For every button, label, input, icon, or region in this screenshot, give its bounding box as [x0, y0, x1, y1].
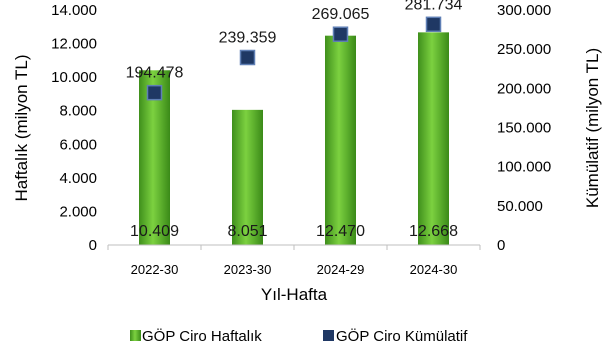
right-axis-ticks: 0 50.000 100.000 150.000 200.000 250.000 300.0…	[497, 2, 551, 254]
marker-point	[332, 26, 349, 42]
y-tick-label: 2.000	[59, 203, 97, 220]
y-tick-label: 4.000	[59, 170, 97, 187]
marker-point	[239, 49, 256, 66]
left-axis-ticks: 0 2.000 4.000 6.000 8.000 10.000 12.000 14.000	[51, 2, 97, 254]
marker-series	[146, 16, 442, 101]
x-tick-label: 2024-30	[410, 262, 458, 277]
y2-tick-label: 0	[497, 237, 505, 254]
bar	[232, 109, 263, 245]
y-tick-label: 12.000	[51, 36, 97, 53]
x-axis-title: Yıl-Hafta	[261, 285, 328, 304]
y-tick-label: 0	[89, 237, 97, 254]
marker-data-label: 269.065	[312, 6, 370, 23]
legend-marker-swatch	[323, 330, 334, 341]
bar	[325, 35, 356, 245]
bar-series	[139, 32, 449, 246]
y2-tick-label: 200.000	[497, 80, 551, 97]
legend-bar-swatch	[130, 330, 141, 341]
marker-data-label: 281.734	[405, 0, 463, 13]
marker-data-labels: 194.478 239.359 269.065 281.734	[126, 0, 463, 82]
bar-data-labels: 10.409 8.051 12.470 12.668	[130, 223, 458, 240]
bar-data-label: 10.409	[130, 223, 179, 240]
y2-tick-label: 150.000	[497, 120, 551, 137]
x-tick-label: 2022-30	[131, 262, 179, 277]
legend-marker-label: GÖP Ciro Kümülatif	[336, 327, 468, 345]
x-tick-label: 2024-29	[317, 262, 365, 277]
y2-tick-label: 300.000	[497, 2, 551, 19]
marker-point	[146, 84, 163, 101]
y2-tick-label: 50.000	[497, 198, 543, 215]
y2-axis-title: Kümülatif (milyon TL)	[583, 48, 602, 208]
y2-tick-label: 100.000	[497, 159, 551, 176]
legend-bar-label: GÖP Ciro Haftalık	[142, 327, 262, 345]
bar-data-label: 8.051	[227, 223, 267, 240]
x-tick-label: 2023-30	[224, 262, 272, 277]
y-tick-label: 10.000	[51, 69, 97, 86]
y-tick-label: 8.000	[59, 103, 97, 120]
bar-data-label: 12.470	[316, 223, 365, 240]
bar	[418, 32, 449, 246]
y-axis-title: Haftalık (milyon TL)	[12, 54, 31, 201]
y-tick-label: 14.000	[51, 2, 97, 19]
marker-data-label: 194.478	[126, 65, 184, 82]
y2-tick-label: 250.000	[497, 41, 551, 58]
legend: GÖP Ciro Haftalık GÖP Ciro Kümülatif	[130, 327, 468, 345]
bar-data-label: 12.668	[409, 223, 458, 240]
x-axis-ticks: 2022-30 2023-30 2024-29 2024-30	[107, 245, 481, 277]
marker-data-label: 239.359	[219, 30, 277, 47]
y-tick-label: 6.000	[59, 136, 97, 153]
marker-point	[425, 16, 442, 33]
